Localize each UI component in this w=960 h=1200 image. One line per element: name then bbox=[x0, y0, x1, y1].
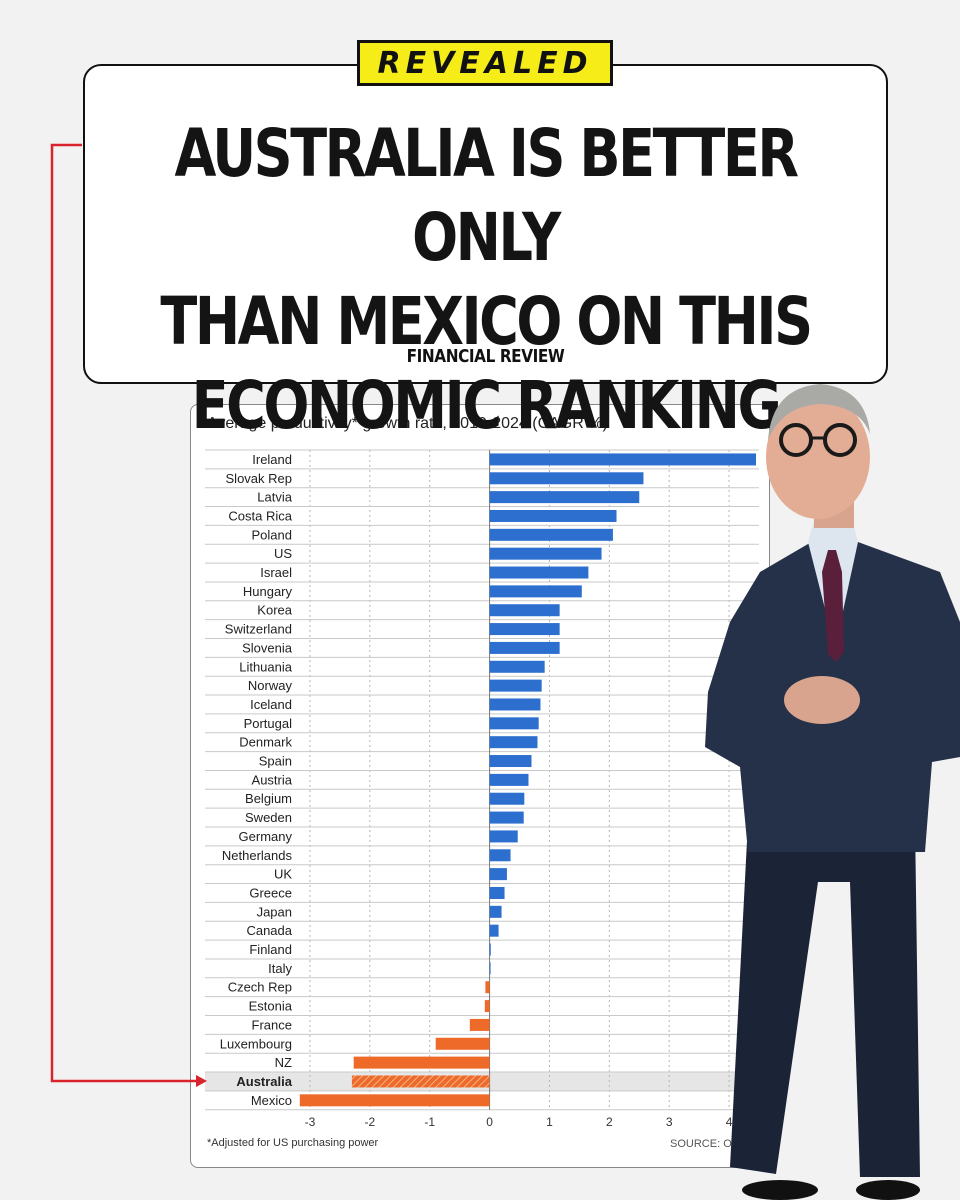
category-label: Norway bbox=[248, 678, 293, 693]
category-label: Portugal bbox=[244, 716, 293, 731]
glasses-right-lens bbox=[823, 423, 857, 457]
bar-france bbox=[469, 1018, 490, 1031]
x-tick-label: -2 bbox=[365, 1115, 376, 1129]
revealed-badge: REVEALED bbox=[357, 40, 613, 86]
bar-japan bbox=[489, 905, 502, 918]
category-label: Switzerland bbox=[225, 622, 292, 637]
category-label: Japan bbox=[257, 904, 292, 919]
category-label: UK bbox=[274, 867, 292, 882]
category-label: Poland bbox=[252, 527, 292, 542]
bar-slovenia bbox=[489, 641, 560, 654]
category-label: Czech Rep bbox=[228, 980, 292, 995]
bar-luxembourg bbox=[435, 1037, 490, 1050]
category-label: US bbox=[274, 546, 292, 561]
bar-greece bbox=[489, 886, 505, 899]
bar-hungary bbox=[489, 585, 582, 598]
trousers bbox=[730, 822, 920, 1177]
category-label: Belgium bbox=[245, 791, 292, 806]
bar-spain bbox=[489, 755, 532, 768]
x-tick-label: -3 bbox=[305, 1115, 316, 1129]
right-shoe bbox=[856, 1180, 920, 1200]
bar-norway bbox=[489, 679, 542, 692]
category-label: Latvia bbox=[257, 490, 292, 505]
category-label: Australia bbox=[236, 1074, 292, 1089]
glasses-left-lens bbox=[779, 423, 813, 457]
bar-us bbox=[489, 547, 602, 560]
bar-nz bbox=[353, 1056, 490, 1069]
category-label: Slovenia bbox=[242, 640, 293, 655]
x-tick-label: 4 bbox=[726, 1115, 733, 1129]
chart-card: Average productivity* growth rate, 2019-… bbox=[190, 404, 770, 1168]
category-label: Mexico bbox=[251, 1093, 292, 1108]
bar-iceland bbox=[489, 698, 541, 711]
x-tick-label: 3 bbox=[666, 1115, 673, 1129]
category-label: Finland bbox=[249, 942, 292, 957]
bar-israel bbox=[489, 566, 589, 579]
clasped-hands bbox=[784, 676, 860, 724]
bar-austria bbox=[489, 773, 529, 786]
necktie bbox=[822, 550, 844, 662]
headline-card: AUSTRALIA IS BETTER ONLY THAN MEXICO ON … bbox=[83, 64, 888, 444]
bar-estonia bbox=[484, 1000, 490, 1013]
bar-australia bbox=[351, 1075, 490, 1088]
category-label: Denmark bbox=[239, 735, 292, 750]
bar-denmark bbox=[489, 736, 538, 749]
bar-chart: Ireland Slovak Rep Latvia Costa Rica Poland U… bbox=[205, 449, 759, 1129]
category-label: Greece bbox=[249, 885, 292, 900]
category-label: Canada bbox=[246, 923, 292, 938]
bar-mexico bbox=[299, 1094, 490, 1107]
category-label: Costa Rica bbox=[228, 508, 292, 523]
headline: AUSTRALIA IS BETTER ONLY THAN MEXICO ON … bbox=[157, 112, 814, 448]
x-tick-label: 0 bbox=[486, 1115, 493, 1129]
category-label: Germany bbox=[239, 829, 293, 844]
bar-czech-rep bbox=[485, 981, 490, 994]
category-label: Israel bbox=[260, 565, 292, 580]
bar-germany bbox=[489, 830, 518, 843]
publisher-name: FINANCIAL REVIEW bbox=[406, 346, 565, 367]
category-label: Sweden bbox=[245, 810, 292, 825]
bar-slovak-rep bbox=[489, 472, 644, 485]
category-label: Spain bbox=[259, 754, 292, 769]
headline-line-2: THAN MEXICO ON THIS bbox=[160, 283, 813, 360]
bar-ireland bbox=[489, 453, 757, 466]
bar-korea bbox=[489, 604, 560, 617]
category-label: France bbox=[252, 1017, 292, 1032]
category-label: Italy bbox=[268, 961, 292, 976]
bar-canada bbox=[489, 924, 499, 937]
bar-portugal bbox=[489, 717, 539, 730]
x-tick-label: -1 bbox=[424, 1115, 435, 1129]
bar-costa-rica bbox=[489, 509, 617, 522]
bar-uk bbox=[489, 868, 507, 881]
bar-lithuania bbox=[489, 660, 545, 673]
category-label: Slovak Rep bbox=[226, 471, 292, 486]
bar-switzerland bbox=[489, 623, 560, 636]
category-label: Netherlands bbox=[222, 848, 293, 863]
x-tick-label: 2 bbox=[606, 1115, 613, 1129]
person-photo bbox=[705, 384, 960, 1200]
category-label: Ireland bbox=[252, 452, 292, 467]
hair bbox=[768, 384, 870, 440]
x-tick-label: 1 bbox=[546, 1115, 553, 1129]
bar-poland bbox=[489, 528, 613, 541]
category-label: Korea bbox=[257, 603, 292, 618]
category-label: Lithuania bbox=[239, 659, 293, 674]
bar-sweden bbox=[489, 811, 524, 824]
headline-line-1: AUSTRALIA IS BETTER ONLY bbox=[174, 115, 799, 276]
category-label: Estonia bbox=[249, 999, 293, 1014]
bar-finland bbox=[489, 943, 491, 956]
category-label: Luxembourg bbox=[220, 1036, 292, 1051]
bar-netherlands bbox=[489, 849, 511, 862]
category-label: Hungary bbox=[243, 584, 293, 599]
chart-footnote: *Adjusted for US purchasing power bbox=[207, 1137, 379, 1149]
bar-belgium bbox=[489, 792, 525, 805]
badge-label: REVEALED bbox=[377, 45, 593, 81]
category-label: Iceland bbox=[250, 697, 292, 712]
category-label: NZ bbox=[275, 1055, 292, 1070]
headline-line-3: ECONOMIC RANKING bbox=[191, 367, 782, 444]
chart-title: Average productivity* growth rate, 2019-… bbox=[207, 415, 608, 432]
left-shoe bbox=[742, 1180, 818, 1200]
category-label: Austria bbox=[252, 772, 293, 787]
bar-italy bbox=[489, 962, 491, 975]
bar-latvia bbox=[489, 491, 640, 504]
